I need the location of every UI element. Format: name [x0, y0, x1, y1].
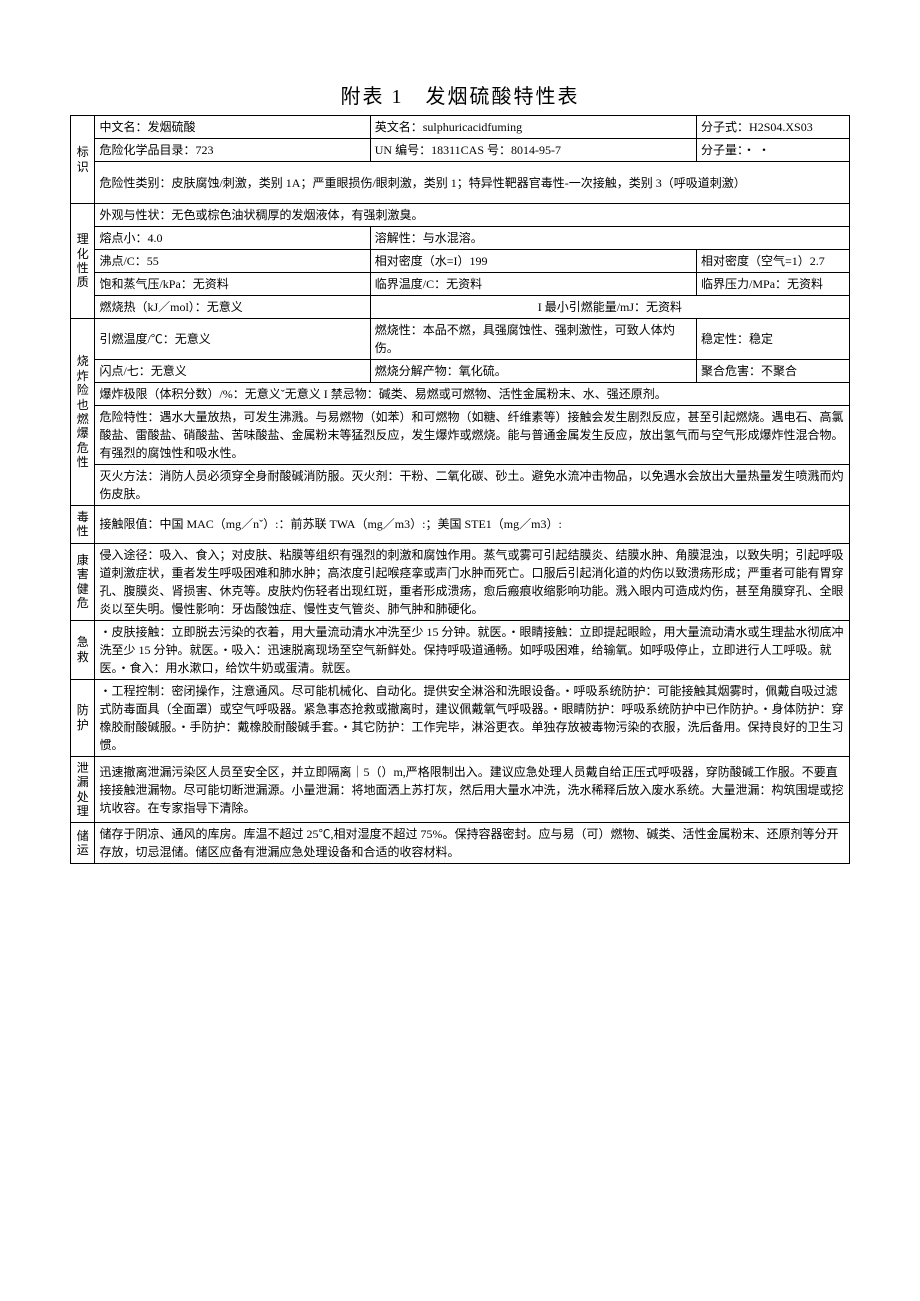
cell-extinguish: 灭火方法：消防人员必须穿全身耐酸碱消防服。灭火剂：干粉、二氧化碳、砂土。避免水流… [95, 465, 850, 506]
cell-storage: 储存于阴凉、通风的库房。库温不超过 25℃,相对湿度不超过 75%。保持容器密封… [95, 823, 850, 864]
cell-rd-air: 相对密度（空气=1）2.7 [697, 250, 850, 273]
cell-bp: 沸点/C：55 [95, 250, 370, 273]
cell-crit-temp: 临界温度/C：无资料 [370, 273, 696, 296]
cell-polymer: 聚合危害：不聚合 [697, 360, 850, 383]
cell-protect: ・工程控制：密闭操作，注意通风。尽可能机械化、自动化。提供安全淋浴和洗眼设备。・… [95, 679, 850, 756]
section-label-tox: 毒性 [71, 506, 95, 544]
cell-ign-temp: 引燃温度/℃：无意义 [95, 319, 370, 360]
cell-tox-limit: 接触限值：中国 MAC（mg／nˇ）:：前苏联 TWA（mg／m3）:；美国 S… [95, 506, 850, 544]
section-label-firstaid: 急救 [71, 620, 95, 679]
cell-limits: 爆炸极限（体积分数）/%：无意义ˇ无意义 I 禁忌物：碱类、易燃或可燃物、活性金… [95, 383, 850, 406]
cell-formula: 分子式：H2S04.XS03 [697, 116, 850, 139]
section-label-leak: 泄漏处理 [71, 756, 95, 823]
cell-danger: 危险特性：遇水大量放热，可发生沸溅。与易燃物（如苯）和可燃物（如糖、纤维素等）接… [95, 406, 850, 465]
cell-rd-water: 相对密度（水=I）199 [370, 250, 696, 273]
cell-leak: 迅速撤离泄漏污染区人员至安全区，并立即隔离｜5（）m,严格限制出入。建议应急处理… [95, 756, 850, 823]
cell-catalog: 危险化学品目录：723 [95, 139, 370, 162]
cell-combustion: 燃烧性：本品不燃，具强腐蚀性、强刺激性，可致人体灼伤。 [370, 319, 696, 360]
cell-name-en: 英文名：sulphuricacidfuming [370, 116, 696, 139]
cell-min-ign: I 最小引燃能量/mJ：无资料 [370, 296, 849, 319]
properties-table: 标识 中文名：发烟硫酸 英文名：sulphuricacidfuming 分子式：… [70, 115, 850, 864]
cell-stability: 稳定性：稳定 [697, 319, 850, 360]
cell-crit-press: 临界压力/MPa：无资料 [697, 273, 850, 296]
section-label-protect: 防护 [71, 679, 95, 756]
section-label-health: 康害健危 [71, 543, 95, 620]
cell-appearance: 外观与性状：无色或棕色油状稠厚的发烟液体，有强刺激臭。 [95, 204, 850, 227]
cell-firstaid: ・皮肤接触：立即脱去污染的衣着，用大量流动清水冲洗至少 15 分钟。就医。・眼睛… [95, 620, 850, 679]
cell-flash: 闪点/七：无意义 [95, 360, 370, 383]
cell-solub: 溶解性：与水混溶。 [370, 227, 849, 250]
cell-comb-heat: 燃烧热（kJ／mol）：无意义 [95, 296, 370, 319]
section-label-phys: 理化性质 [71, 204, 95, 319]
cell-health: 侵入途径：吸入、食入；对皮肤、粘膜等组织有强烈的刺激和腐蚀作用。蒸气或雾可引起结… [95, 543, 850, 620]
cell-name-cn: 中文名：发烟硫酸 [95, 116, 370, 139]
page-title: 附表 1 发烟硫酸特性表 [70, 80, 850, 109]
cell-hazard-class: 危险性类别：皮肤腐蚀/刺激，类别 1A；严重眼损伤/眼刺激，类别 1；特异性靶器… [95, 162, 850, 204]
cell-mw: 分子量：・ ・ [697, 139, 850, 162]
section-label-storage: 储运 [71, 823, 95, 864]
cell-un: UN 编号：18311CAS 号：8014-95-7 [370, 139, 696, 162]
cell-decomp: 燃烧分解产物：氧化硫。 [370, 360, 696, 383]
section-label-ident: 标识 [71, 116, 95, 204]
section-label-fire: 烧炸险也燃爆危性 [71, 319, 95, 506]
cell-mp: 熔点小：4.0 [95, 227, 370, 250]
cell-vp: 饱和蒸气压/kPa：无资料 [95, 273, 370, 296]
